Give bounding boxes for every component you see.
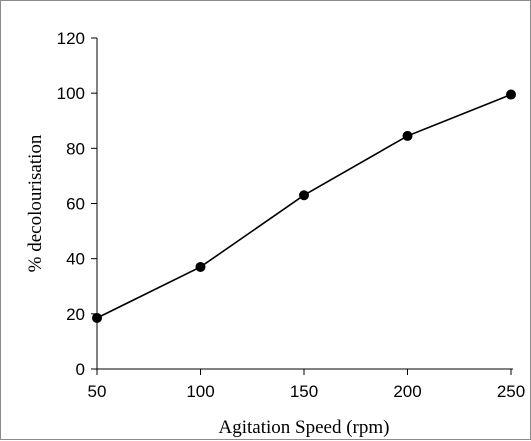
data-point: [506, 89, 516, 100]
y-tick-label: 120: [57, 29, 85, 48]
series-line: [96, 93, 512, 319]
data-point: [92, 312, 102, 323]
y-axis-ticks: 0 20 40 60 80 100 120: [57, 29, 97, 379]
data-point: [402, 130, 413, 141]
x-axis-title: Agitation Speed (rpm): [219, 417, 390, 438]
x-tick-label: 200: [393, 382, 421, 401]
data-point: [195, 261, 206, 272]
y-tick-label: 100: [57, 84, 85, 103]
y-tick-label: 60: [66, 195, 85, 214]
data-point: [299, 190, 309, 201]
x-axis-ticks: 50 100 150 200 250: [88, 369, 525, 401]
y-tick-label: 0: [76, 360, 85, 379]
x-tick-label: 250: [497, 382, 525, 401]
y-axis-title: % decolourisation: [25, 134, 46, 272]
x-tick-label: 150: [290, 382, 318, 401]
y-tick-label: 80: [66, 139, 85, 158]
x-tick-label: 50: [88, 382, 107, 401]
x-tick-label: 100: [186, 382, 214, 401]
axes: [96, 38, 513, 370]
y-tick-label: 20: [66, 305, 85, 324]
series-layer: [92, 89, 516, 323]
y-tick-label: 40: [66, 250, 85, 269]
